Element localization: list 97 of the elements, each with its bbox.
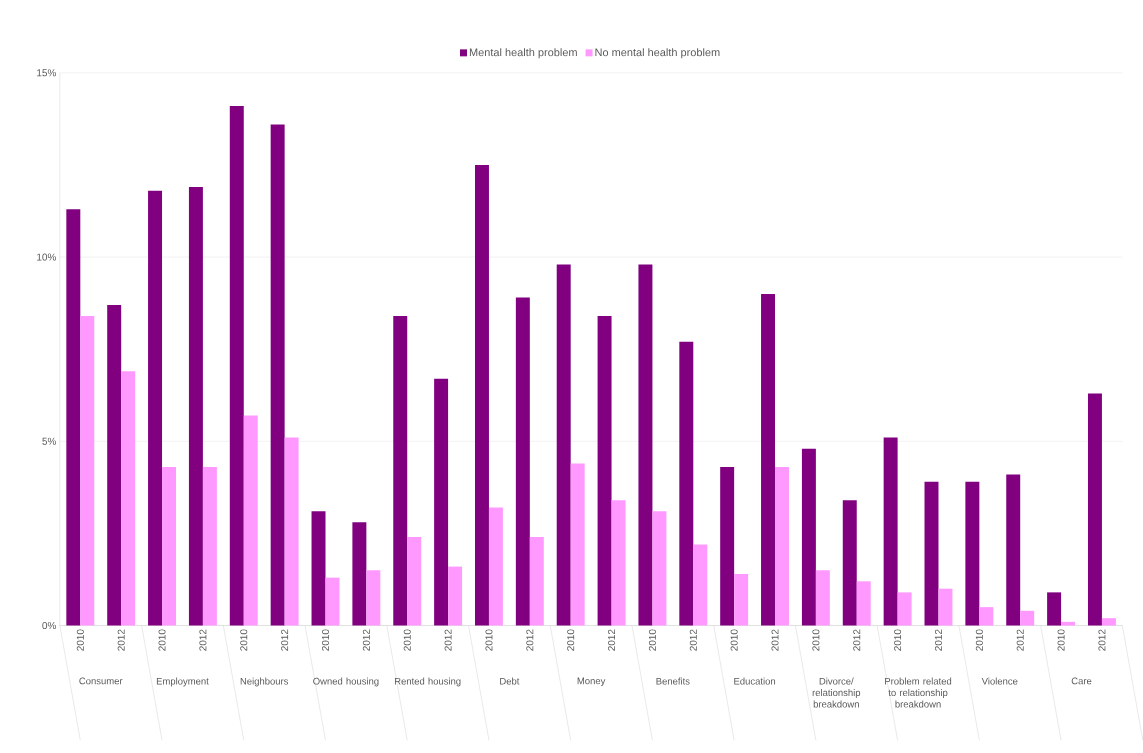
bar (652, 511, 667, 626)
bar (188, 186, 203, 626)
x-tick-label: 2010 (648, 629, 656, 651)
bar (243, 415, 258, 626)
text: Problem related to relationship breakdown (885, 677, 952, 708)
bar (529, 536, 544, 626)
bar (597, 315, 612, 626)
bar (1020, 610, 1035, 626)
bar (761, 293, 776, 626)
bar (311, 511, 326, 626)
y-tick-label: 15% (37, 69, 56, 77)
x-tick-label: 2010 (567, 629, 575, 651)
bar (842, 500, 857, 626)
bar (693, 544, 708, 626)
x-tick-label: 2012 (199, 629, 207, 651)
bar (229, 105, 244, 626)
x-tick-label: 2012 (1098, 629, 1106, 651)
y-tick-label: 5% (42, 437, 56, 445)
bar (488, 507, 503, 626)
bar (434, 378, 449, 626)
bar (965, 481, 980, 626)
bar (448, 566, 463, 626)
text: Consumer (79, 677, 123, 685)
text: Violence (981, 677, 1018, 685)
bar (1061, 621, 1076, 626)
text: Money (577, 677, 606, 686)
bar (393, 315, 408, 626)
bar (720, 466, 735, 626)
x-tick-label: 2012 (281, 629, 289, 651)
bar (924, 481, 939, 626)
bar (611, 500, 626, 626)
text: Neighbours (240, 677, 289, 687)
x-tick-label: 2012 (444, 629, 452, 651)
x-tick-label: 2012 (117, 629, 125, 651)
y-tick-label: 10% (37, 253, 56, 261)
text: Care (1071, 677, 1092, 685)
bar (856, 581, 871, 626)
y-tick-label: 0% (42, 621, 56, 629)
bar (734, 573, 749, 626)
bar (1047, 592, 1062, 626)
bar (1006, 474, 1021, 626)
bar (1087, 393, 1102, 626)
bar (270, 124, 285, 626)
x-tick-label: 2010 (158, 629, 166, 651)
bar (80, 315, 95, 626)
legend-label: No mental health problem (595, 48, 720, 59)
bar (66, 209, 81, 626)
text: Divorce/ relationship breakdown (812, 677, 861, 708)
bar (202, 466, 217, 626)
bar (815, 570, 830, 626)
text: Rented housing (394, 677, 461, 687)
bar (979, 607, 994, 626)
bar (775, 466, 789, 626)
bar (938, 588, 953, 626)
x-tick-label: 2012 (934, 629, 942, 651)
x-tick-label: 2012 (1016, 629, 1024, 651)
x-tick-label: 2012 (771, 629, 779, 651)
x-tick-label: 2012 (362, 629, 370, 651)
text: Debt (500, 677, 520, 685)
x-tick-label: 2010 (975, 629, 983, 651)
x-tick-label: 2010 (894, 629, 902, 651)
bar (897, 592, 912, 626)
x-tick-label: 2010 (1057, 629, 1065, 651)
x-tick-label: 2012 (853, 629, 861, 651)
bar (407, 536, 422, 626)
legend-label: Mental health problem (469, 48, 577, 59)
bar (474, 164, 489, 626)
bar (162, 466, 176, 626)
x-tick-label: 2010 (240, 629, 248, 651)
bar (556, 264, 571, 626)
bar (801, 448, 816, 626)
text: Education (734, 677, 776, 685)
bar (883, 437, 898, 626)
bar (570, 463, 585, 626)
text: Benefits (656, 677, 690, 685)
bar (121, 371, 136, 626)
bar (325, 577, 340, 626)
x-tick-label: 2010 (485, 629, 493, 651)
bar (638, 264, 653, 626)
bar (148, 190, 163, 626)
bar (679, 341, 694, 626)
x-tick-label: 2010 (812, 629, 820, 651)
bar (352, 522, 367, 626)
bar (107, 304, 122, 626)
x-tick-label: 2012 (689, 629, 697, 651)
text: Owned housing (313, 677, 379, 687)
x-tick-label: 2010 (321, 629, 330, 651)
bar (284, 437, 299, 626)
x-tick-label: 2010 (403, 629, 411, 651)
x-tick-label: 2012 (608, 629, 616, 651)
x-tick-label: 2010 (76, 629, 84, 651)
x-tick-label: 2012 (526, 629, 534, 651)
bar (515, 297, 530, 626)
text: Employment (156, 677, 209, 687)
bar (1101, 618, 1116, 626)
x-tick-label: 2010 (730, 629, 738, 651)
bar (366, 570, 381, 626)
